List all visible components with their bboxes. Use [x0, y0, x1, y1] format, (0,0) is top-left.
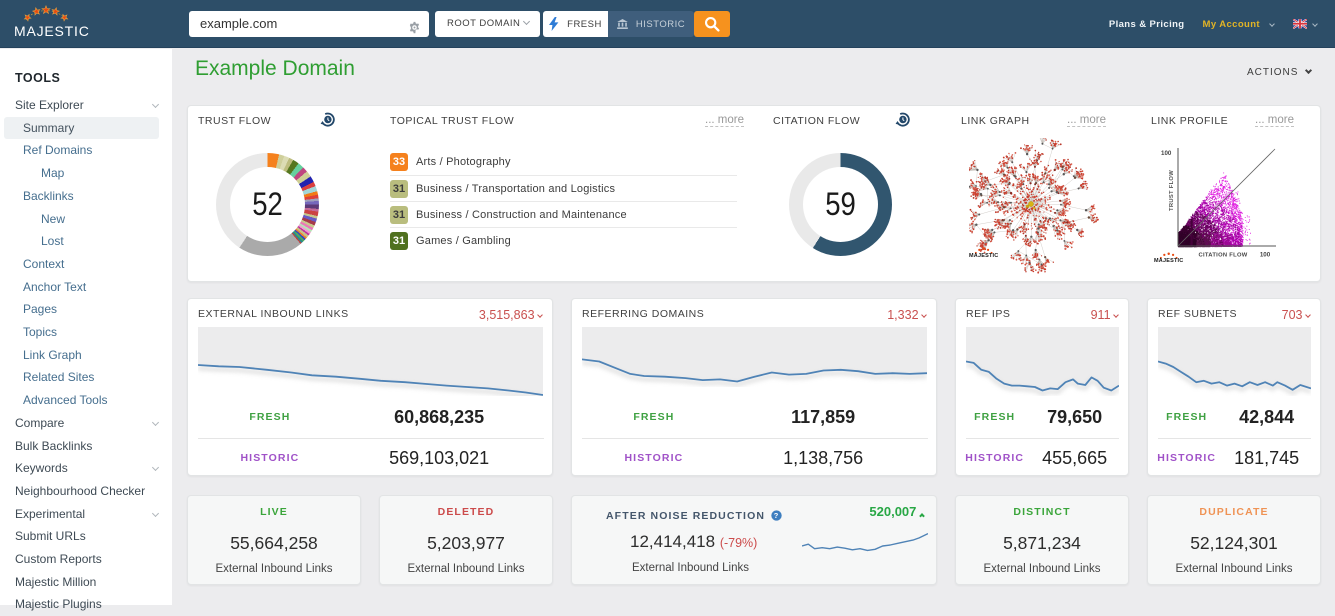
svg-text:CITATION FLOW: CITATION FLOW [1198, 253, 1247, 259]
svg-text:TRUST FLOW: TRUST FLOW [1169, 170, 1175, 211]
svg-text:?: ? [774, 511, 779, 520]
svg-text:100: 100 [1260, 252, 1271, 259]
svg-text:100: 100 [1161, 150, 1172, 157]
